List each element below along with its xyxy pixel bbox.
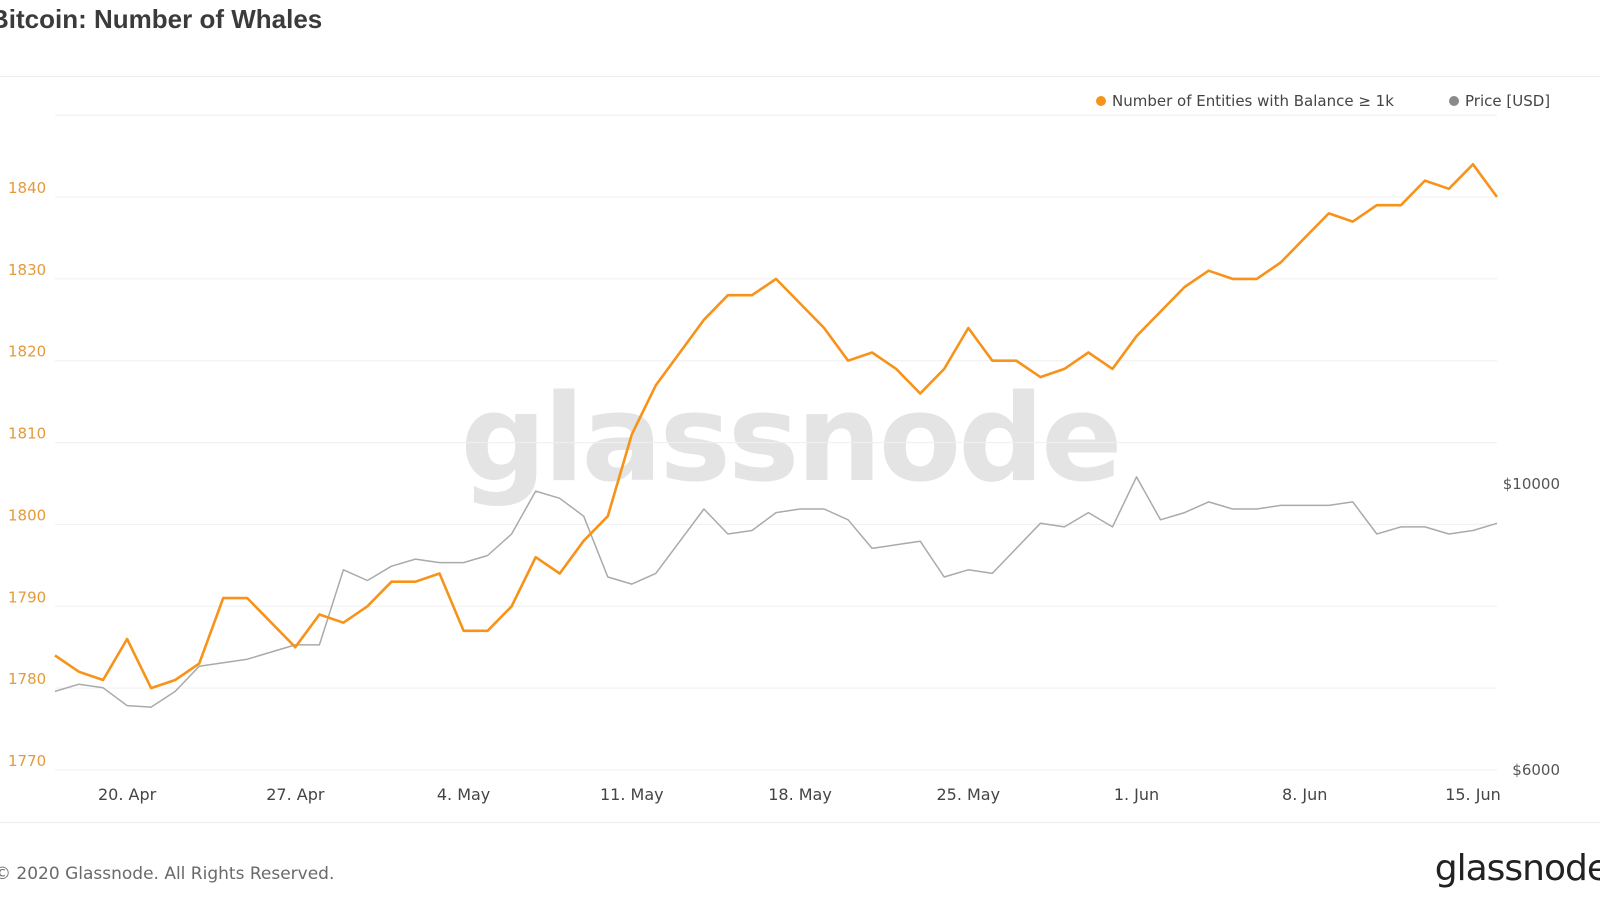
series-lines <box>54 163 1499 708</box>
right-axis-ticks: $6000 $10000 <box>1503 475 1560 779</box>
x-tick-label: 25. May <box>936 785 1000 804</box>
y-left-tick-label: 1790 <box>8 588 46 606</box>
y-left-tick-label: 1800 <box>8 506 46 524</box>
y-left-tick-label: 1820 <box>8 343 46 361</box>
legend-label-price[interactable]: Price [USD] <box>1465 92 1550 110</box>
x-tick-label: 15. Jun <box>1445 785 1501 804</box>
y-left-tick-label: 1810 <box>8 425 46 443</box>
x-axis-ticks: 20. Apr 27. Apr 4. May 11. May 18. May 25. Ma… <box>98 785 1501 804</box>
x-tick-label: 11. May <box>600 785 664 804</box>
x-tick-label: 18. May <box>768 785 832 804</box>
legend-label-whales[interactable]: Number of Entities with Balance ≥ 1k <box>1112 92 1394 110</box>
legend-dot-price <box>1449 96 1459 106</box>
whales-line <box>54 163 1499 690</box>
y-right-tick-label: $6000 <box>1512 761 1560 779</box>
price-line <box>54 476 1498 708</box>
chart-title: Bitcoin: Number of Whales <box>0 4 323 34</box>
x-tick-label: 27. Apr <box>266 785 325 804</box>
left-axis-ticks: 1770 1780 1790 1800 1810 1820 1830 1840 <box>8 179 46 770</box>
x-tick-label: 1. Jun <box>1114 785 1159 804</box>
y-right-tick-label: $10000 <box>1503 475 1560 493</box>
x-tick-label: 20. Apr <box>98 785 157 804</box>
title-divider <box>0 76 1600 77</box>
legend[interactable]: Number of Entities with Balance ≥ 1k Pri… <box>1096 92 1550 110</box>
y-left-tick-label: 1770 <box>8 752 46 770</box>
y-left-tick-label: 1830 <box>8 261 46 279</box>
y-left-tick-label: 1780 <box>8 670 46 688</box>
footer-divider <box>0 822 1600 823</box>
legend-dot-whales <box>1096 96 1106 106</box>
glassnode-logo[interactable]: glassnode <box>1434 848 1600 889</box>
watermark-text: glassnode <box>460 370 1119 509</box>
x-tick-label: 4. May <box>437 785 490 804</box>
x-tick-label: 8. Jun <box>1282 785 1327 804</box>
copyright-text: © 2020 Glassnode. All Rights Reserved. <box>0 864 335 884</box>
grid-lines <box>55 114 1497 771</box>
y-left-tick-label: 1840 <box>8 179 46 197</box>
